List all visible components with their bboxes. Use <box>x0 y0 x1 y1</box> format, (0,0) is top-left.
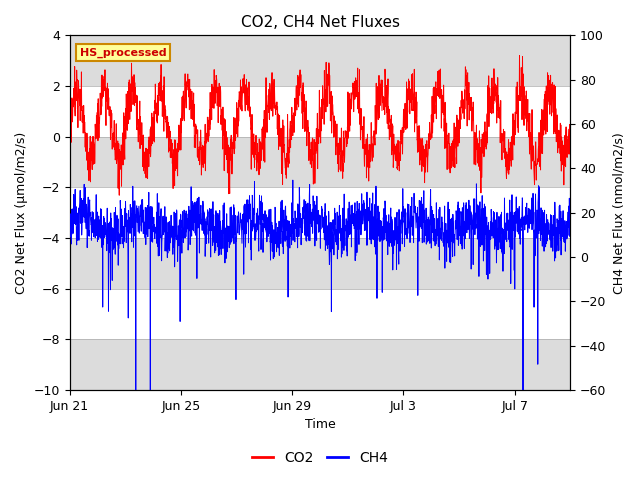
Y-axis label: CH4 Net Flux (nmol/m2/s): CH4 Net Flux (nmol/m2/s) <box>612 132 625 294</box>
Text: HS_processed: HS_processed <box>79 48 166 58</box>
Bar <box>70 137 570 187</box>
Y-axis label: CO2 Net Flux (μmol/m2/s): CO2 Net Flux (μmol/m2/s) <box>15 132 28 294</box>
Title: CO2, CH4 Net Fluxes: CO2, CH4 Net Fluxes <box>241 15 399 30</box>
X-axis label: Time: Time <box>305 419 335 432</box>
Legend: CO2, CH4: CO2, CH4 <box>246 445 394 471</box>
Bar <box>70 36 570 86</box>
Bar <box>70 238 570 289</box>
Bar <box>70 339 570 390</box>
